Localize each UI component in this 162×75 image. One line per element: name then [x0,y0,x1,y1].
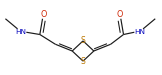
Text: S: S [81,57,85,66]
Text: S: S [81,36,85,45]
Text: HN: HN [15,29,26,35]
Text: O: O [117,10,123,19]
Text: HN: HN [134,29,145,35]
Text: O: O [40,10,46,19]
